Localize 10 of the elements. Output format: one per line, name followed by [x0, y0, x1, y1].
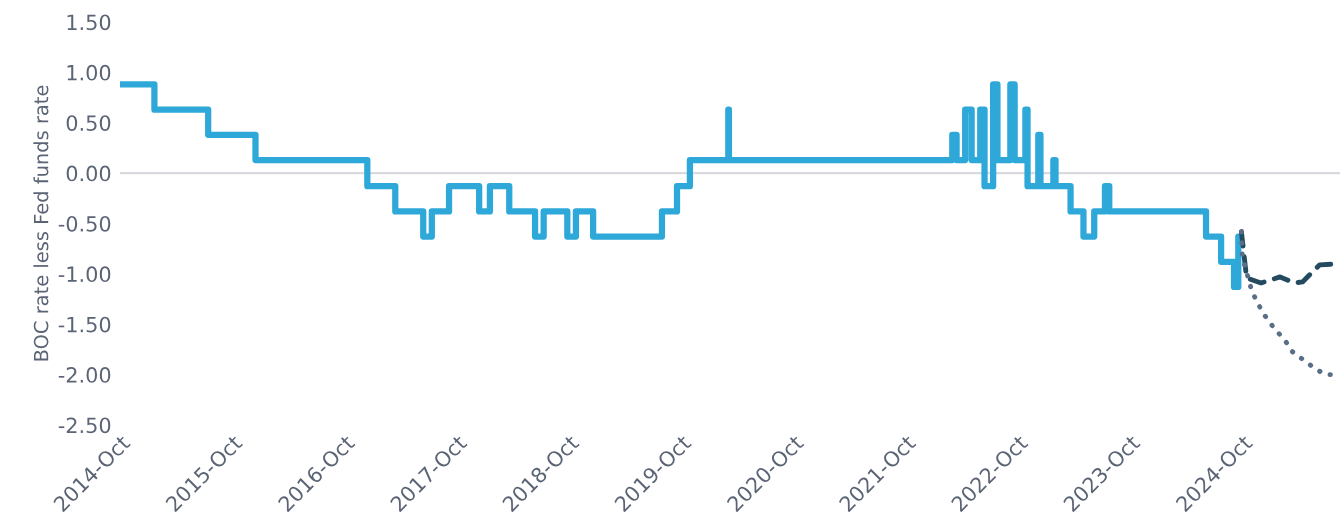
y-tick-label: 1.00	[67, 64, 111, 81]
y-tick-label: -2.50	[58, 417, 111, 434]
y-tick-label: -1.00	[58, 266, 111, 283]
y-tick-label: -0.50	[58, 215, 111, 232]
y-axis-title: BOC rate less Fed funds rate	[33, 85, 49, 361]
y-tick-label: 1.50	[67, 14, 111, 31]
y-tick-label: -2.00	[58, 367, 111, 383]
y-tick-label: 0.00	[66, 165, 111, 182]
y-tick-label: -1.50	[58, 316, 111, 333]
y-tick-label: 0.50	[66, 115, 111, 131]
